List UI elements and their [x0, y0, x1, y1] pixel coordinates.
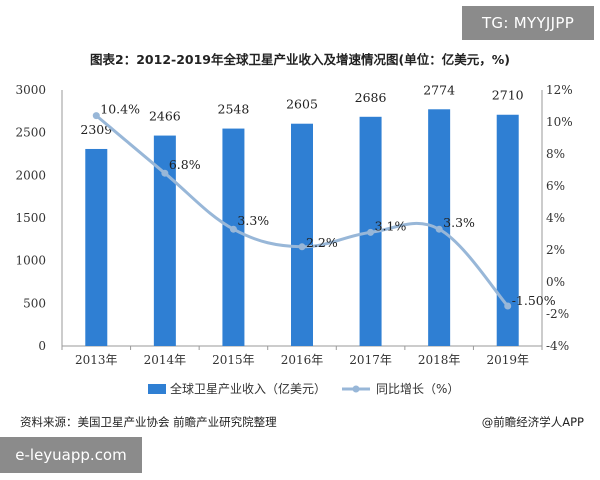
y-left-tick-label: 2500	[15, 126, 46, 140]
bar-value-label: 2548	[218, 102, 250, 117]
y-right-tick-label: 12%	[546, 83, 573, 97]
domain-label: e-leyuapp.com	[0, 437, 142, 473]
growth-point	[92, 112, 100, 120]
credit-note: @前瞻经济学人APP	[482, 415, 584, 429]
legend-line-marker	[352, 385, 360, 393]
bar	[496, 114, 519, 346]
bar	[222, 128, 245, 346]
source-note: 资料来源：美国卫星产业协会 前瞻产业研究院整理	[20, 415, 277, 429]
x-tick-label: 2018年	[418, 353, 461, 367]
bar-value-label: 2774	[423, 82, 455, 97]
x-tick-label: 2014年	[144, 353, 187, 367]
y-left-tick-label: 2000	[15, 168, 46, 182]
chart-axes: 0 500 1000 1500 2000 2500 3000 -4% -2% 0% 2% 4% 6% 8%…	[15, 83, 572, 367]
y-right-tick-label: -4%	[546, 339, 569, 353]
growth-point	[298, 243, 306, 251]
legend-line-label: 同比增长（%）	[376, 382, 459, 396]
y-left-tick-label: 1000	[15, 254, 46, 268]
watermark-tag: TG: MYYJJPP	[462, 6, 594, 40]
bar	[291, 123, 313, 346]
legend-bar-swatch	[148, 384, 166, 394]
growth-value-label: 6.8%	[169, 157, 201, 172]
y-right-tick-label: 4%	[546, 211, 565, 225]
growth-value-label: -1.50%	[512, 293, 556, 308]
y-right-tick-label: 6%	[546, 179, 565, 193]
bar-value-label: 2466	[149, 109, 181, 124]
bar-value-label: 2686	[355, 90, 387, 105]
growth-value-label: 2.2%	[306, 235, 338, 250]
growth-point	[367, 228, 375, 236]
line-series: 10.4% 6.8% 3.3% 2.2% 3.1% 3.3% -1.50%	[92, 102, 556, 310]
growth-point	[504, 302, 512, 310]
y-right-tick-label: 8%	[546, 147, 565, 161]
x-tick-label: 2015年	[212, 353, 255, 367]
y-right-tick-label: 0%	[546, 275, 565, 289]
growth-point	[161, 169, 169, 177]
y-left-tick-label: 3000	[15, 83, 46, 97]
bar-value-label: 2710	[492, 88, 524, 103]
growth-value-label: 10.4%	[100, 102, 140, 117]
chart-title: 图表2：2012-2019年全球卫星产业收入及增速情况图(单位：亿美元，%)	[90, 52, 510, 67]
x-tick-label: 2016年	[281, 353, 324, 367]
growth-value-label: 3.1%	[375, 218, 407, 233]
bar-series: 2309 2466 2548 2605 2686 2774 2710	[80, 82, 524, 346]
y-left-tick-label: 1500	[15, 211, 46, 225]
bar-value-label: 2309	[80, 122, 112, 137]
growth-value-label: 3.3%	[443, 215, 475, 230]
legend: 全球卫星产业收入（亿美元） 同比增长（%）	[148, 381, 459, 396]
y-left-tick-label: 500	[23, 296, 46, 310]
x-tick-label: 2019年	[486, 353, 529, 367]
bar	[153, 135, 176, 346]
bar	[85, 148, 108, 346]
growth-point	[229, 225, 237, 233]
legend-bar-label: 全球卫星产业收入（亿美元）	[170, 381, 326, 396]
x-tick-label: 2017年	[349, 353, 392, 367]
y-right-tick-label: 10%	[546, 115, 573, 129]
y-right-tick-label: -2%	[546, 307, 569, 321]
y-right-tick-label: 2%	[546, 243, 565, 257]
growth-point	[435, 225, 443, 233]
y-left-tick-label: 0	[38, 339, 46, 353]
x-tick-label: 2013年	[75, 353, 118, 367]
growth-value-label: 3.3%	[237, 213, 269, 228]
bar-value-label: 2605	[286, 97, 318, 112]
